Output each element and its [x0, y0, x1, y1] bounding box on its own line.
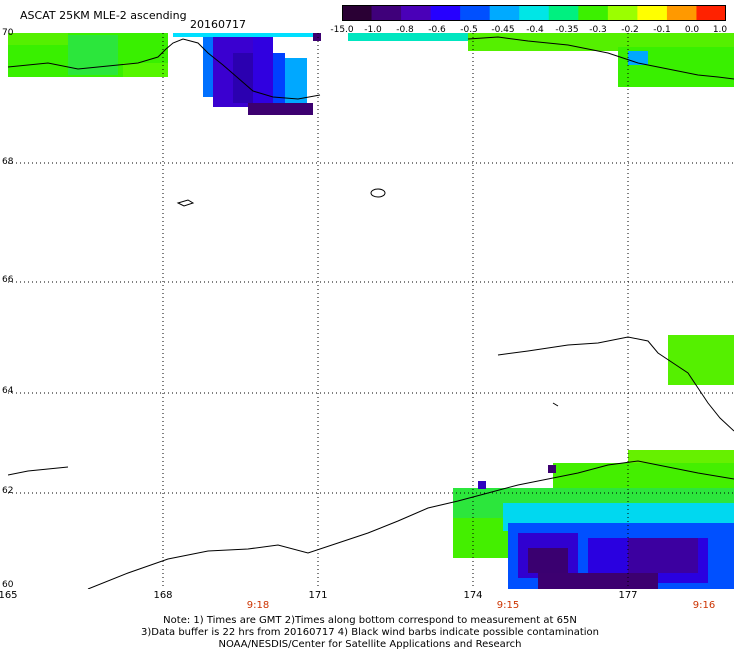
data-patch — [548, 465, 556, 473]
lat-label: 70 — [2, 28, 14, 38]
time-label: 9:16 — [692, 600, 716, 611]
colorbar-tick-label: -0.8 — [396, 25, 414, 35]
island — [176, 199, 195, 207]
lon-label: 168 — [153, 590, 173, 601]
grid — [8, 33, 734, 589]
colorbar-tick-label: -0.6 — [428, 25, 446, 35]
data-patch — [233, 53, 253, 103]
colorbar-tick-label: -0.45 — [491, 25, 515, 35]
coastlines — [8, 36, 734, 589]
note-line-3: NOAA/NESDIS/Center for Satellite Applica… — [218, 639, 522, 650]
island — [370, 188, 386, 198]
lat-label: 62 — [2, 486, 14, 496]
wind-map — [8, 33, 734, 589]
data-patch — [248, 103, 313, 115]
colorbar — [342, 5, 726, 21]
map-date: 20160717 — [190, 18, 246, 31]
time-label: 9:18 — [246, 600, 270, 611]
lon-label: 165 — [0, 590, 18, 601]
data-patch — [528, 548, 568, 573]
coastline-east — [497, 336, 734, 432]
colorbar-tick-label: -15.0 — [330, 25, 354, 35]
colorbar-segment — [637, 5, 668, 21]
data-patch — [478, 481, 486, 489]
note-line-1: Note: 1) Times are GMT 2)Times along bot… — [163, 615, 577, 626]
data-patch — [253, 37, 273, 105]
lon-label: 171 — [308, 590, 328, 601]
coastline-west — [8, 466, 69, 476]
data-patch — [173, 33, 321, 37]
colorbar-border — [342, 5, 726, 21]
colorbar-tick-label: 0.0 — [684, 25, 700, 35]
data-patch — [468, 33, 734, 51]
coastline-north-east — [467, 36, 734, 80]
colorbar-segment — [607, 5, 638, 21]
lon-label: 174 — [463, 590, 483, 601]
colorbar-tick-label: -0.1 — [653, 25, 671, 35]
lat-label: 66 — [2, 275, 14, 285]
data-patch — [668, 335, 734, 385]
data-patch — [553, 463, 734, 488]
data-patch — [8, 33, 68, 45]
colorbar-segment — [696, 5, 726, 21]
colorbar-segment — [666, 5, 697, 21]
colorbar-segment — [430, 5, 461, 21]
colorbar-tick-label: 1.0 — [712, 25, 728, 35]
colorbar-tick-label: -1.0 — [364, 25, 382, 35]
data-patch — [123, 63, 168, 77]
coastline-north — [8, 38, 321, 100]
colorbar-tick-label: -0.2 — [621, 25, 639, 35]
map-title: ASCAT 25KM MLE-2 ascending — [20, 9, 187, 22]
data-patch — [273, 53, 285, 103]
colorbar-segment — [519, 5, 550, 21]
lat-label: 64 — [2, 386, 14, 396]
data-patch — [313, 33, 321, 41]
colorbar-tick-label: -0.4 — [526, 25, 544, 35]
data-patch — [285, 58, 307, 103]
note-line-2: 3)Data buffer is 22 hrs from 20160717 4)… — [141, 627, 599, 638]
colorbar-tick-label: -0.5 — [460, 25, 478, 35]
colorbar-segment — [548, 5, 579, 21]
data-swaths — [8, 33, 734, 589]
lat-label: 68 — [2, 157, 14, 167]
lon-label: 177 — [618, 590, 638, 601]
colorbar-tick-label: -0.3 — [589, 25, 607, 35]
colorbar-segment — [578, 5, 609, 21]
island — [552, 402, 559, 407]
data-patch — [348, 33, 478, 41]
colorbar-segment — [342, 5, 373, 21]
time-label: 9:15 — [496, 600, 520, 611]
data-patch — [538, 573, 658, 589]
lat-label: 60 — [2, 580, 14, 590]
data-patch — [628, 538, 698, 573]
coastline-south — [87, 460, 734, 589]
colorbar-segment — [371, 5, 402, 21]
data-patch — [203, 37, 213, 97]
colorbar-segment — [489, 5, 520, 21]
colorbar-segment — [460, 5, 491, 21]
colorbar-tick-label: -0.35 — [555, 25, 579, 35]
colorbar-segment — [401, 5, 432, 21]
